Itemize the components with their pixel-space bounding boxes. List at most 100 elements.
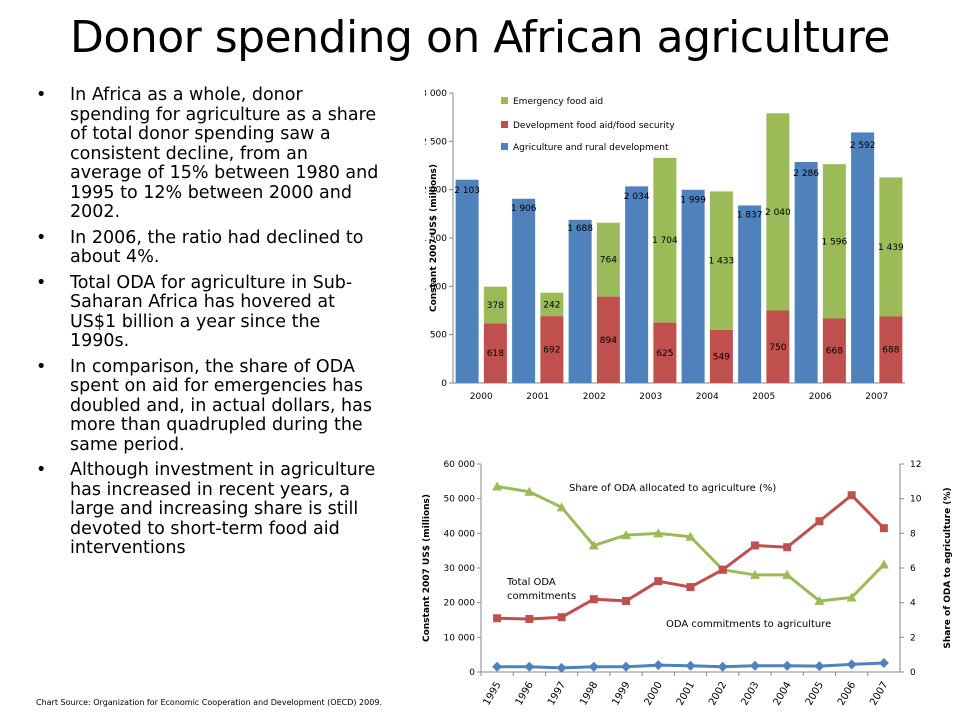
x-tick-label: 1995 [481,680,503,708]
chart-source-note: Chart Source: Organization for Economic … [36,698,382,707]
series-oda-agriculture-point [621,661,632,672]
bar-agriculture [625,186,649,383]
series-oda-agriculture-point [749,660,760,671]
series-total-oda-point [750,541,759,550]
bar-emergency-food-aid [653,157,677,323]
bullet-text: Total ODA for agriculture in Sub-Saharan… [70,272,353,351]
x-tick-label: 2003 [739,680,761,708]
data-label-agriculture: 1 999 [680,195,706,205]
x-tick-label: 2003 [639,392,662,402]
bar-development-food-aid [540,316,564,383]
y2-tick-label: 2 [910,633,916,643]
y-tick-label: 0 [441,379,447,389]
series-oda-agriculture-point [814,661,825,672]
data-label-emergency: 1 433 [708,257,734,267]
x-tick-label: 2002 [583,392,606,402]
legend-label: Development food aid/food security [513,121,675,131]
y-tick-label: 50 000 [444,495,476,505]
bullet-text: In Africa as a whole, donor spending for… [70,85,379,222]
y-tick-label: 3 000 [425,89,447,99]
data-label-development: 625 [656,349,673,359]
data-label-development: 894 [600,336,617,346]
data-label-emergency: 242 [543,300,560,310]
series-oda-agriculture-point [878,657,889,668]
bar-agriculture [851,132,875,383]
data-label-emergency: 1 596 [821,237,847,247]
bar-emergency-food-aid [596,222,620,297]
data-label-agriculture: 1 837 [737,210,763,220]
data-label-emergency: 2 040 [765,208,791,218]
bar-agriculture [738,205,762,383]
y2-tick-label: 12 [910,460,921,470]
series-share-agriculture-point [685,531,696,541]
y2-axis-title: Share of ODA to agriculture (%) [943,487,953,648]
bar-development-food-aid [879,316,903,383]
bar-development-food-aid [822,318,846,383]
series-total-oda-point [815,517,824,526]
data-label-agriculture: 2 103 [454,186,480,196]
x-tick-label: 2000 [470,392,493,402]
y2-tick-label: 4 [910,599,916,609]
bar-emergency-food-aid [822,164,846,319]
data-label-agriculture: 1 688 [567,224,593,234]
bullet-dot-icon: • [36,460,47,480]
bullet-dot-icon: • [36,85,47,105]
x-tick-label: 1999 [610,680,632,708]
series-oda-agriculture-point [524,661,535,672]
data-label-development: 692 [543,346,560,356]
series-share-agriculture-point [878,559,889,569]
stacked-bar-chart: 0 500 1 000 1 500 2 000 2 500 3 000 Constant 20… [425,89,905,402]
legend-swatch [501,121,508,128]
y-axis-title: Constant 2007 US$ (millions) [422,494,432,642]
bullet-text: Although investment in agriculture has i… [70,460,376,558]
data-label-emergency: 764 [600,256,617,266]
series-oda-agriculture-point [846,659,857,670]
legend-swatch [501,143,508,150]
series-oda-agriculture-point [717,661,728,672]
series-total-oda-point [654,577,663,586]
x-tick-label: 2005 [804,680,826,708]
bar-development-food-aid [596,296,620,383]
series-total-oda-point [557,613,566,622]
x-tick-label: 2005 [752,392,775,402]
x-tick-label: 2001 [526,392,549,402]
series-total-oda-point [493,614,502,623]
series-total-oda-point [525,614,534,623]
x-tick-label: 2007 [865,392,888,402]
bullet-item: • In Africa as a whole, donor spending fo… [36,85,381,223]
series-total-oda-point [589,595,598,604]
series-share-agriculture-point [524,486,535,496]
data-label-agriculture: 1 906 [511,204,537,214]
bar-development-food-aid [709,329,733,383]
series-total-oda-point [686,583,695,592]
bar-emergency-food-aid [709,191,733,330]
series-share-agriculture-point [492,481,503,491]
data-label-development: 618 [487,349,504,359]
series-share-agriculture-point [556,502,567,512]
data-label-emergency: 378 [487,301,504,311]
legend-label: Agriculture and rural development [513,143,669,153]
x-tick-label: 1996 [514,680,536,708]
bullet-text: In comparison, the share of ODA spent on… [70,356,372,455]
x-tick-label: 2002 [707,680,729,708]
series-share-agriculture-point [588,540,599,550]
x-tick-label: 2006 [836,680,858,708]
data-label-emergency: 1 704 [652,236,678,246]
x-tick-label: 2004 [696,392,719,402]
y-tick-label: 2 500 [425,137,447,147]
y-tick-label: 0 [469,668,475,678]
series-label-share: Share of ODA allocated to agriculture (%… [569,483,776,494]
data-label-development: 549 [713,352,730,362]
data-label-development: 750 [769,343,786,353]
slide-title: Donor spending on African agriculture [70,12,890,63]
data-label-agriculture: 2 034 [624,192,650,202]
series-oda-agriculture-point [556,662,567,673]
data-label-agriculture: 2 592 [850,141,876,151]
bar-emergency-food-aid [483,286,507,324]
bullet-item: • In 2006, the ratio had declined to abou… [36,228,381,268]
bullet-dot-icon: • [36,356,47,377]
bullet-dot-icon: • [36,272,47,293]
bullet-item: • Although investment in agriculture has … [36,460,381,559]
y-axis-title: Constant 2007 US$ (millions) [429,164,439,312]
y-tick-label: 500 [430,331,447,341]
